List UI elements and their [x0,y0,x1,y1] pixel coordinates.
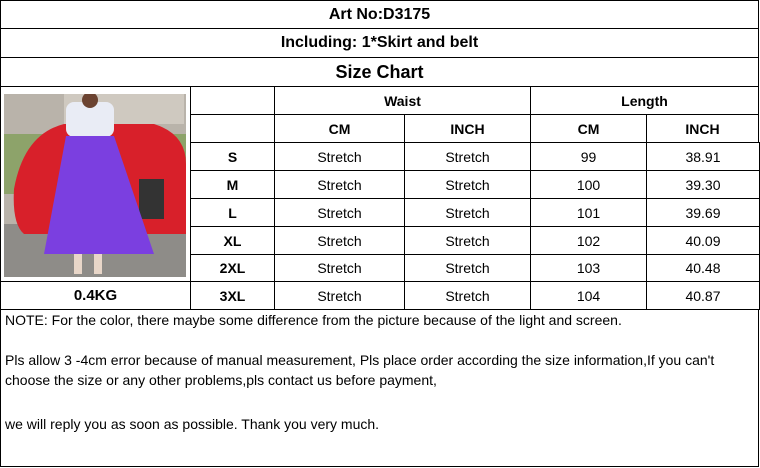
size-cell: 2XL [190,254,275,282]
waist-cm-cell: Stretch [274,142,405,171]
length-cm-cell: 103 [530,254,647,282]
length-inch-cell: 40.48 [646,254,760,282]
length-inch-cell: 39.30 [646,170,760,199]
waist-cm-header: CM [274,114,405,143]
waist-inch-cell: Stretch [404,254,531,282]
size-chart-title: Size Chart [0,57,759,87]
waist-cm-cell: Stretch [274,170,405,199]
note-reply: we will reply you as soon as possible. T… [5,416,380,432]
size-cell: 3XL [190,281,275,310]
length-cm-cell: 102 [530,226,647,255]
length-cm-cell: 100 [530,170,647,199]
note-measurement: Pls allow 3 -4cm error because of manual… [5,352,715,388]
length-cm-cell: 104 [530,281,647,310]
length-header: Length [530,86,759,115]
blank-header-cell [190,86,275,115]
size-cell: XL [190,226,275,255]
length-cm-cell: 101 [530,198,647,227]
weight-label: 0.4KG [0,281,191,310]
length-cm-cell: 99 [530,142,647,171]
waist-inch-cell: Stretch [404,198,531,227]
product-photo [4,94,186,277]
waist-cm-cell: Stretch [274,198,405,227]
length-inch-cell: 38.91 [646,142,760,171]
waist-inch-cell: Stretch [404,226,531,255]
notes: NOTE: For the color, there maybe some di… [0,309,759,467]
blank-header-cell [190,114,275,143]
waist-inch-header: INCH [404,114,531,143]
waist-header: Waist [274,86,531,115]
waist-inch-cell: Stretch [404,281,531,310]
including-text: Including: 1*Skirt and belt [0,28,759,58]
length-inch-header: INCH [646,114,759,143]
note-color: NOTE: For the color, there maybe some di… [5,312,622,328]
waist-inch-cell: Stretch [404,170,531,199]
length-inch-cell: 39.69 [646,198,760,227]
waist-cm-cell: Stretch [274,281,405,310]
size-cell: L [190,198,275,227]
waist-inch-cell: Stretch [404,142,531,171]
length-inch-cell: 40.09 [646,226,760,255]
art-number: Art No:D3175 [0,0,759,29]
waist-cm-cell: Stretch [274,254,405,282]
waist-cm-cell: Stretch [274,226,405,255]
length-inch-cell: 40.87 [646,281,760,310]
size-cell: S [190,142,275,171]
size-cell: M [190,170,275,199]
length-cm-header: CM [530,114,647,143]
